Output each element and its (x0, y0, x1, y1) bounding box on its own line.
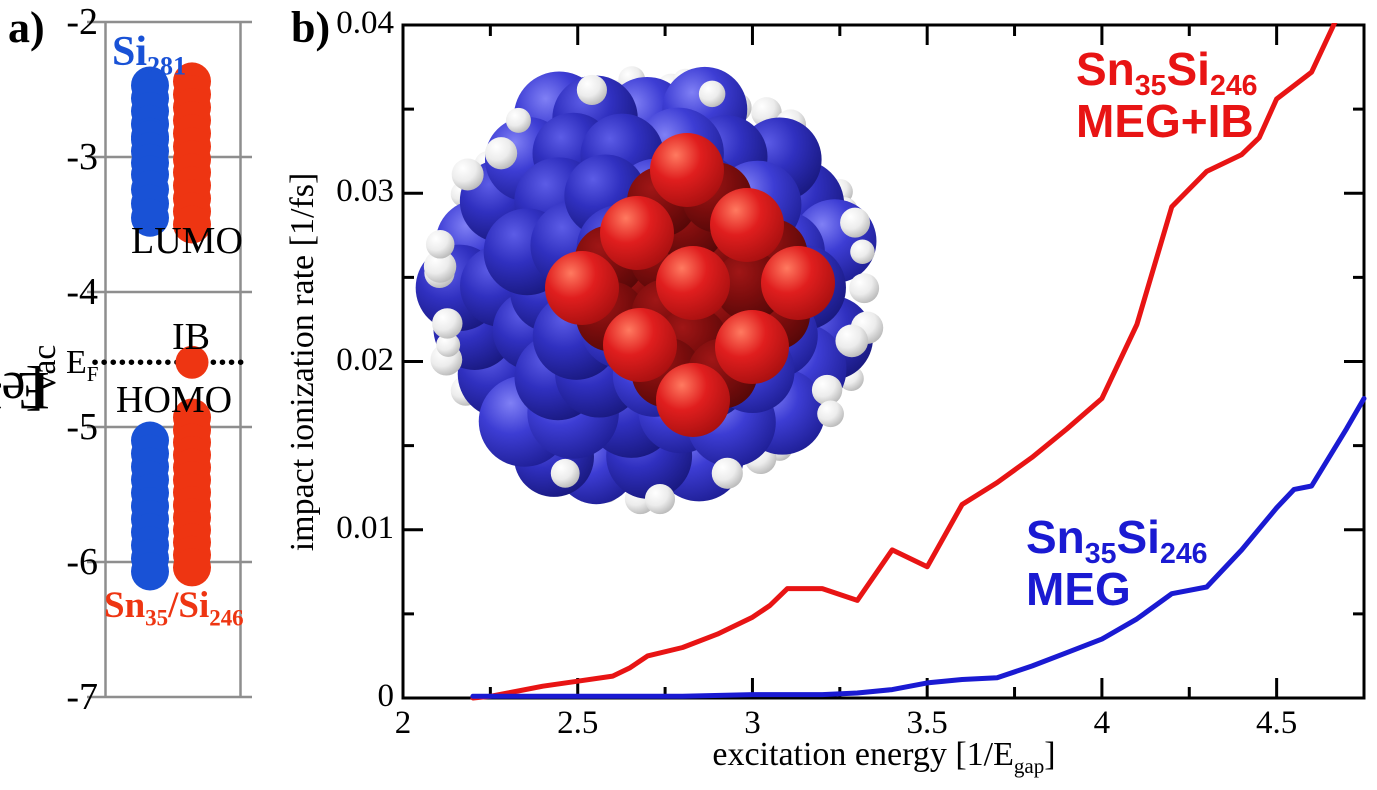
panel-a-y-tick-label: -6 (66, 541, 98, 583)
legend-meg-ib-mode: MEG+IB (1076, 94, 1254, 147)
h-atom (698, 80, 726, 108)
h-atom (576, 74, 607, 106)
panel-b-label: b) (291, 3, 331, 52)
panel-b-x-tick-label: 4 (1093, 705, 1111, 741)
sn-atom (715, 310, 789, 384)
h-atom (835, 324, 869, 358)
panel-a-y-tick-label: -5 (66, 406, 98, 448)
h-atom (451, 158, 484, 191)
ib-label: IB (172, 316, 210, 358)
panel-b-y-tick-label: 0.04 (336, 5, 394, 41)
legend-meg-species: Sn35Si246 (1026, 511, 1208, 571)
legend-meg-ib: Sn35Si246 MEG+IB (1076, 43, 1258, 147)
panel-a-y-tick-label: -3 (66, 136, 98, 178)
snsi-lumo-level-dot (173, 205, 211, 244)
panel-b-x-tick-label: 4.5 (1256, 705, 1298, 741)
panel-b-y-tick-label: 0.02 (336, 341, 394, 378)
sn-atom (761, 246, 835, 320)
h-atom (425, 230, 455, 259)
si281-series-label: Si281 (112, 29, 187, 81)
h-atom (432, 308, 463, 339)
sn35si246-series-label: Sn35/Si246 (104, 585, 244, 631)
panel-b-plot (401, 23, 1367, 701)
legend-meg: Sn35Si246 MEG (1026, 511, 1208, 615)
sn-atom (710, 188, 784, 262)
panel-b-x-tick-label: 2.5 (557, 705, 599, 741)
sn-atom (603, 308, 677, 382)
h-atom (550, 458, 580, 488)
snsi-homo-level-dot (173, 548, 211, 587)
nanocrystal-inset (415, 66, 884, 515)
panel-b-x-tick-label: 2 (394, 705, 412, 741)
panel-a-energy-diagram (87, 20, 252, 699)
sn-atom (600, 196, 674, 270)
h-atom (811, 374, 843, 406)
sn-atom (650, 133, 724, 207)
h-atom (711, 457, 743, 489)
h-atom (849, 273, 880, 304)
panel-b-y-tick-label: 0.03 (336, 173, 394, 210)
homo-label: HOMO (116, 379, 233, 421)
sn-atom (545, 251, 619, 325)
h-atom (505, 107, 531, 133)
h-atom (485, 137, 518, 170)
legend-meg-mode: MEG (1026, 562, 1131, 615)
h-atom (817, 400, 844, 428)
h-atom (850, 239, 875, 264)
sn-atom (656, 363, 730, 437)
h-atom (644, 483, 676, 515)
panel-a-y-tick-label: -4 (66, 271, 98, 313)
lumo-label: LUMO (131, 220, 243, 262)
panel-b-x-axis-label: excitation energy [1/Egap] (712, 736, 1056, 778)
panel-a-label: a) (8, 3, 45, 52)
panel-b-y-tick-label: 0 (377, 678, 395, 714)
legend-meg-ib-species: Sn35Si246 (1076, 43, 1258, 103)
fermi-level-label: EF (66, 344, 99, 386)
meg-ib-curve (470, 23, 1338, 701)
panel-a-y-tick-label: -2 (66, 1, 98, 43)
si-homo-level-dot (131, 552, 169, 591)
ib-state-dot (175, 345, 209, 379)
panel-a-y-tick-label: -7 (66, 676, 98, 718)
h-atom (840, 207, 871, 238)
meg-curve (470, 396, 1367, 699)
h-atom (436, 332, 461, 357)
panel-b-x-tick-label: 3 (744, 705, 761, 741)
h-atom (423, 250, 457, 283)
panel-b-y-tick-label: 0.01 (336, 509, 394, 546)
sn-atom (656, 246, 730, 320)
si-lumo-level-dot (131, 198, 169, 237)
panel-b-x-tick-label: 3.5 (906, 705, 948, 741)
